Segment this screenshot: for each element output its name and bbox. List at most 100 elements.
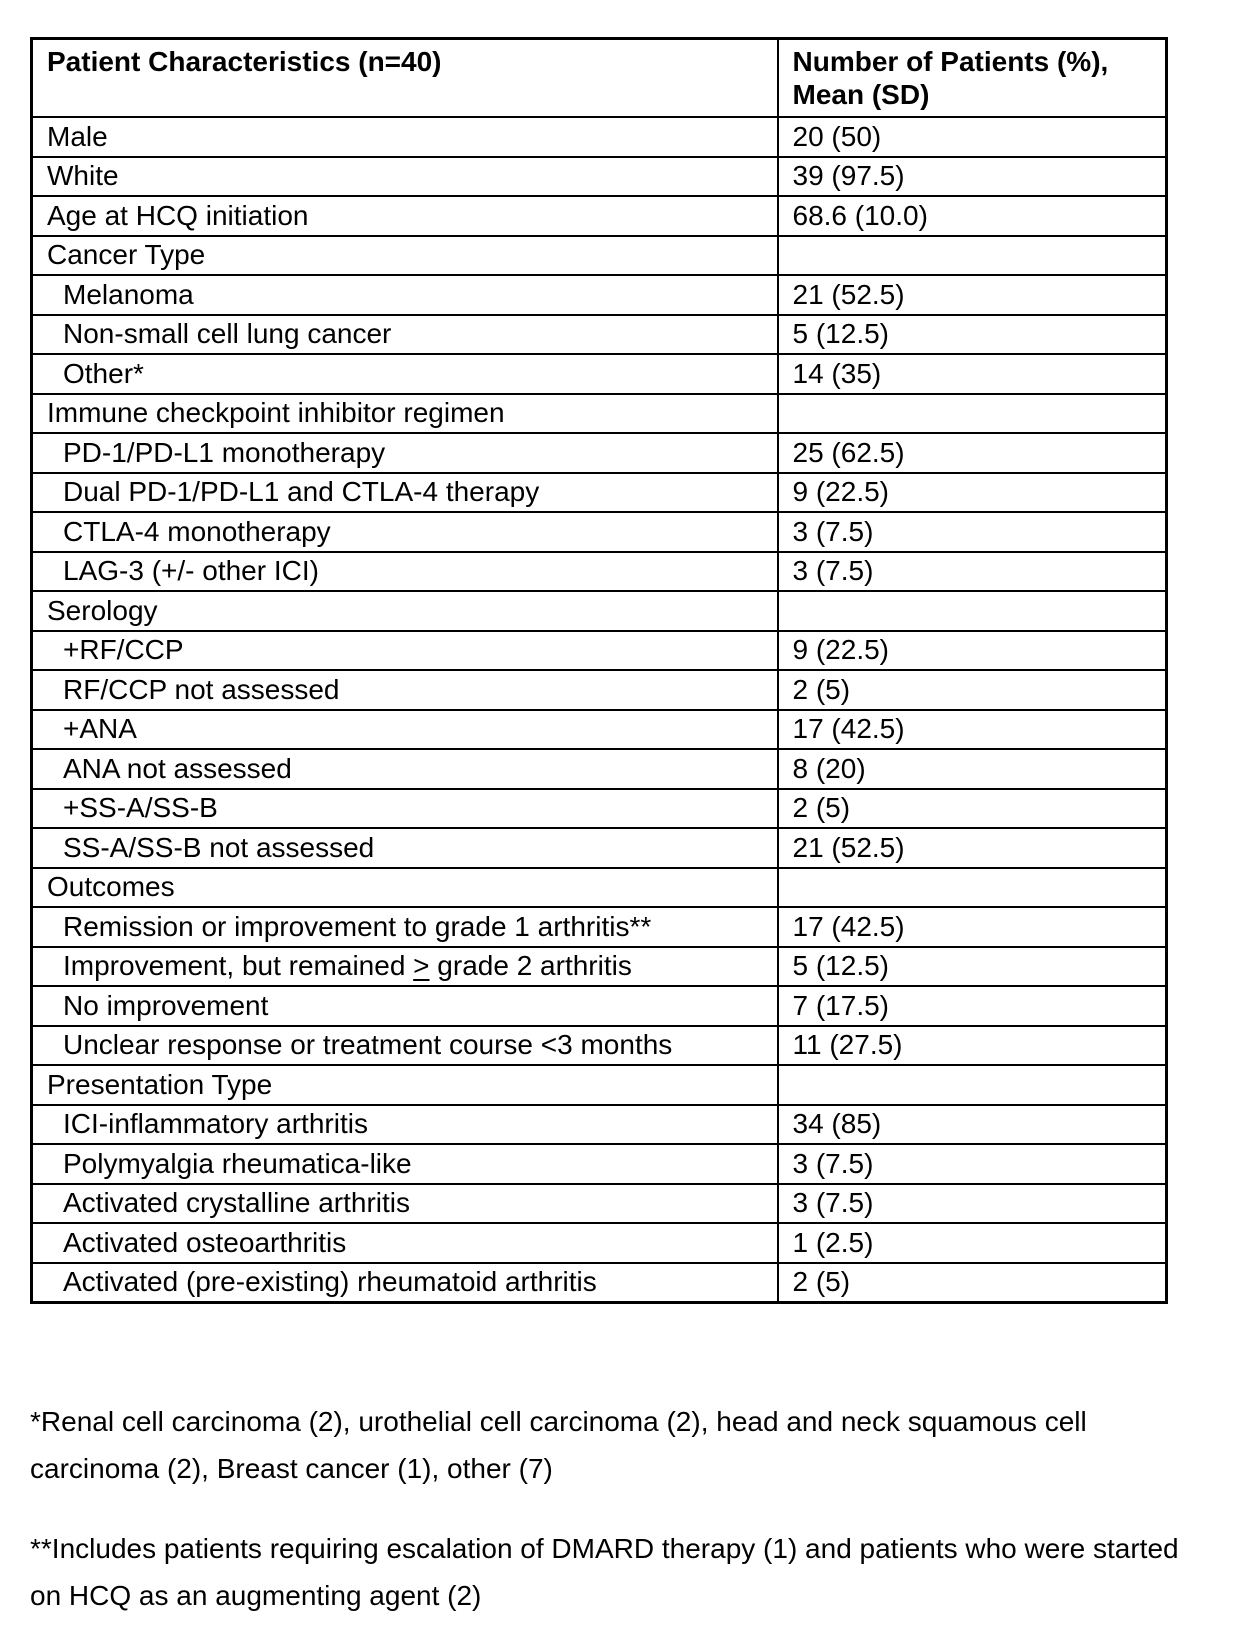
row-value: 11 (27.5) <box>776 1024 1168 1066</box>
row-label: Non-small cell lung cancer <box>30 313 779 355</box>
table-row: Activated crystalline arthritis 3 (7.5) <box>30 1182 1168 1224</box>
table-row: Outcomes <box>30 866 1168 908</box>
table-row: Improvement, but remained > grade 2 arth… <box>30 945 1168 987</box>
row-label: Activated crystalline arthritis <box>30 1182 779 1224</box>
row-value: 7 (17.5) <box>776 985 1168 1027</box>
table-row: Remission or improvement to grade 1 arth… <box>30 906 1168 948</box>
table-row: Other* 14 (35) <box>30 353 1168 395</box>
row-value: 2 (5) <box>776 787 1168 829</box>
table-row: Activated osteoarthritis 1 (2.5) <box>30 1222 1168 1264</box>
row-value: 5 (12.5) <box>776 945 1168 987</box>
row-value: 2 (5) <box>776 669 1168 711</box>
row-label: Dual PD-1/PD-L1 and CTLA-4 therapy <box>30 471 779 513</box>
row-label: Immune checkpoint inhibitor regimen <box>30 392 779 434</box>
table-row: Melanoma 21 (52.5) <box>30 274 1168 316</box>
row-label: No improvement <box>30 985 779 1027</box>
row-value: 8 (20) <box>776 748 1168 790</box>
row-label: Improvement, but remained > grade 2 arth… <box>30 945 779 987</box>
table-row: ICI-inflammatory arthritis 34 (85) <box>30 1103 1168 1145</box>
row-value: 9 (22.5) <box>776 471 1168 513</box>
table-row: SS-A/SS-B not assessed 21 (52.5) <box>30 827 1168 869</box>
table-row: No improvement 7 (17.5) <box>30 985 1168 1027</box>
table-row: Non-small cell lung cancer 5 (12.5) <box>30 313 1168 355</box>
row-label: RF/CCP not assessed <box>30 669 779 711</box>
table-row: Unclear response or treatment course <3 … <box>30 1024 1168 1066</box>
row-label: PD-1/PD-L1 monotherapy <box>30 432 779 474</box>
table-row: Presentation Type <box>30 1064 1168 1106</box>
row-value: 3 (7.5) <box>776 1182 1168 1224</box>
row-value: 14 (35) <box>776 353 1168 395</box>
table-header-row: Patient Characteristics (n=40) Number of… <box>30 37 1168 118</box>
table-row: PD-1/PD-L1 monotherapy 25 (62.5) <box>30 432 1168 474</box>
table-row: CTLA-4 monotherapy 3 (7.5) <box>30 511 1168 553</box>
table-row: +RF/CCP 9 (22.5) <box>30 629 1168 671</box>
row-value: 25 (62.5) <box>776 432 1168 474</box>
row-value: 3 (7.5) <box>776 1143 1168 1185</box>
row-value: 1 (2.5) <box>776 1222 1168 1264</box>
footnote-outcomes: **Includes patients requiring escalation… <box>30 1533 1179 1611</box>
row-value: 17 (42.5) <box>776 906 1168 948</box>
column-header-patients: Number of Patients (%), Mean (SD) <box>776 37 1168 118</box>
column-header-characteristics: Patient Characteristics (n=40) <box>30 37 779 118</box>
table-row: Polymyalgia rheumatica-like 3 (7.5) <box>30 1143 1168 1185</box>
table-row: LAG-3 (+/- other ICI) 3 (7.5) <box>30 550 1168 592</box>
row-label: Polymyalgia rheumatica-like <box>30 1143 779 1185</box>
row-label: Unclear response or treatment course <3 … <box>30 1024 779 1066</box>
row-label: Remission or improvement to grade 1 arth… <box>30 906 779 948</box>
row-label: Cancer Type <box>30 234 779 276</box>
table-row: Cancer Type <box>30 234 1168 276</box>
row-label: +SS-A/SS-B <box>30 787 779 829</box>
row-value: 3 (7.5) <box>776 511 1168 553</box>
row-value <box>776 1064 1168 1106</box>
table-row: Male 20 (50) <box>30 116 1168 158</box>
patient-characteristics-table-container: Patient Characteristics (n=40) Number of… <box>30 37 1168 1304</box>
table-row: +SS-A/SS-B 2 (5) <box>30 787 1168 829</box>
row-label: Other* <box>30 353 779 395</box>
row-label: Age at HCQ initiation <box>30 195 779 237</box>
table-row: Age at HCQ initiation 68.6 (10.0) <box>30 195 1168 237</box>
table-row: +ANA 17 (42.5) <box>30 708 1168 750</box>
row-label: Melanoma <box>30 274 779 316</box>
row-label: Activated (pre-existing) rheumatoid arth… <box>30 1261 779 1304</box>
row-value: 68.6 (10.0) <box>776 195 1168 237</box>
footnote-cancer-types: *Renal cell carcinoma (2), urothelial ce… <box>30 1406 1087 1484</box>
row-label: ANA not assessed <box>30 748 779 790</box>
table-row: White 39 (97.5) <box>30 155 1168 197</box>
patient-characteristics-table: Patient Characteristics (n=40) Number of… <box>30 37 1168 1304</box>
row-value: 17 (42.5) <box>776 708 1168 750</box>
row-value <box>776 392 1168 434</box>
row-label: +ANA <box>30 708 779 750</box>
row-label: Presentation Type <box>30 1064 779 1106</box>
row-value: 5 (12.5) <box>776 313 1168 355</box>
row-value: 34 (85) <box>776 1103 1168 1145</box>
row-label: Serology <box>30 590 779 632</box>
row-label: Outcomes <box>30 866 779 908</box>
greater-equal-symbol: > <box>413 950 430 982</box>
row-label: White <box>30 155 779 197</box>
table-row: Activated (pre-existing) rheumatoid arth… <box>30 1261 1168 1304</box>
row-label: SS-A/SS-B not assessed <box>30 827 779 869</box>
row-value: 21 (52.5) <box>776 274 1168 316</box>
row-value: 20 (50) <box>776 116 1168 158</box>
row-value: 21 (52.5) <box>776 827 1168 869</box>
row-value: 39 (97.5) <box>776 155 1168 197</box>
row-value <box>776 866 1168 908</box>
row-label: LAG-3 (+/- other ICI) <box>30 550 779 592</box>
row-label: ICI-inflammatory arthritis <box>30 1103 779 1145</box>
table-row: ANA not assessed 8 (20) <box>30 748 1168 790</box>
row-value: 2 (5) <box>776 1261 1168 1304</box>
row-value: 9 (22.5) <box>776 629 1168 671</box>
table-row: Dual PD-1/PD-L1 and CTLA-4 therapy 9 (22.… <box>30 471 1168 513</box>
row-value <box>776 590 1168 632</box>
table-body: Male 20 (50) White 39 (97.5) Age at HCQ init… <box>30 116 1168 1304</box>
row-value: 3 (7.5) <box>776 550 1168 592</box>
table-row: Immune checkpoint inhibitor regimen <box>30 392 1168 434</box>
table-row: RF/CCP not assessed 2 (5) <box>30 669 1168 711</box>
footnotes-section: *Renal cell carcinoma (2), urothelial ce… <box>30 1398 1195 1619</box>
row-label: Male <box>30 116 779 158</box>
row-label: Activated osteoarthritis <box>30 1222 779 1264</box>
row-label: CTLA-4 monotherapy <box>30 511 779 553</box>
table-row: Serology <box>30 590 1168 632</box>
row-value <box>776 234 1168 276</box>
row-label: +RF/CCP <box>30 629 779 671</box>
